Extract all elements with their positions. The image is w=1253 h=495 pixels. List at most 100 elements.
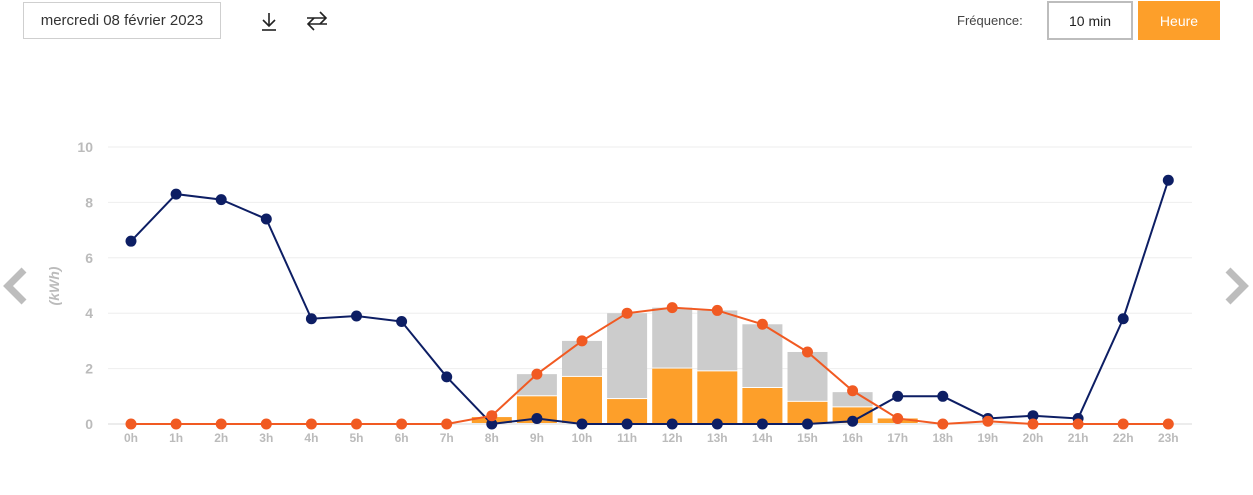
data-point	[260, 418, 272, 430]
data-point	[892, 390, 904, 402]
x-tick-label: 5h	[349, 431, 363, 445]
data-point	[486, 418, 498, 430]
x-tick-label: 2h	[214, 431, 228, 445]
data-point	[531, 368, 543, 380]
data-point	[621, 307, 633, 319]
data-point	[441, 418, 453, 430]
data-point	[215, 194, 227, 206]
data-point	[982, 415, 994, 427]
data-point	[351, 418, 362, 430]
data-point	[802, 418, 813, 430]
x-tick-label: 21h	[1068, 431, 1089, 445]
data-point	[1072, 418, 1084, 430]
x-tick-label: 3h	[259, 431, 273, 445]
bar	[516, 374, 557, 396]
chevron-right-icon	[1225, 267, 1249, 305]
date-picker[interactable]: mercredi 08 février 2023	[23, 2, 221, 39]
x-tick-label: 4h	[304, 431, 318, 445]
bar	[832, 407, 873, 423]
next-day-button[interactable]	[1222, 266, 1252, 306]
bar	[787, 351, 828, 401]
frequency-hour-button[interactable]: Heure	[1138, 1, 1220, 40]
x-tick-label: 16h	[842, 431, 863, 445]
x-tick-label: 14h	[752, 431, 773, 445]
x-tick-label: 1h	[169, 431, 183, 445]
y-tick-label: 8	[85, 194, 93, 210]
compare-arrows-icon[interactable]	[304, 8, 330, 34]
data-point	[937, 390, 949, 402]
data-point	[215, 418, 227, 430]
data-point	[305, 418, 317, 430]
x-tick-label: 23h	[1158, 431, 1179, 445]
data-point	[531, 412, 543, 424]
x-tick-label: 9h	[530, 431, 544, 445]
data-point	[756, 418, 768, 430]
y-tick-label: 4	[85, 305, 93, 321]
data-point	[260, 213, 272, 225]
x-tick-label: 15h	[797, 431, 818, 445]
bar	[832, 392, 873, 407]
frequency-10min-button[interactable]: 10 min	[1047, 1, 1133, 40]
data-point	[1117, 418, 1129, 430]
data-point	[125, 235, 137, 247]
x-tick-label: 7h	[440, 431, 454, 445]
data-point	[756, 318, 768, 330]
y-axis-label: (kWh)	[46, 266, 62, 305]
bar	[562, 340, 602, 376]
data-point	[1117, 313, 1129, 325]
series-line	[130, 179, 1170, 426]
y-tick-label: 6	[85, 250, 93, 266]
data-point	[441, 371, 453, 383]
data-point	[847, 415, 859, 427]
bar	[652, 368, 693, 423]
y-tick-label: 0	[85, 416, 93, 432]
bar	[697, 371, 738, 423]
data-point	[1027, 418, 1039, 430]
x-tick-label: 11h	[617, 431, 637, 445]
data-point	[621, 418, 633, 430]
download-icon[interactable]	[256, 8, 282, 34]
data-point	[170, 188, 182, 200]
data-point	[711, 418, 723, 430]
bar	[652, 307, 693, 368]
y-tick-label: 2	[85, 361, 93, 377]
data-point	[1162, 174, 1174, 186]
data-point	[576, 335, 588, 347]
data-point	[305, 313, 317, 325]
x-tick-label: 6h	[395, 431, 409, 445]
data-point	[711, 304, 723, 316]
x-tick-label: 19h	[978, 431, 999, 445]
bar	[742, 324, 783, 387]
x-tick-label: 13h	[707, 431, 728, 445]
data-point	[170, 418, 182, 430]
data-point	[1027, 410, 1039, 422]
data-point	[666, 302, 678, 314]
x-tick-label: 20h	[1023, 431, 1044, 445]
previous-day-button[interactable]	[0, 266, 30, 306]
data-point	[1162, 418, 1174, 430]
bar	[742, 387, 783, 423]
x-tick-label: 17h	[887, 431, 908, 445]
date-picker-label: mercredi 08 février 2023	[40, 12, 204, 29]
frequency-label: Fréquence:	[957, 13, 1023, 28]
x-tick-label: 8h	[485, 431, 499, 445]
bar	[607, 399, 648, 423]
data-point	[486, 410, 498, 422]
bar	[562, 376, 602, 423]
x-tick-label: 12h	[662, 431, 683, 445]
data-point	[576, 418, 588, 430]
data-point	[666, 418, 678, 430]
data-point	[125, 418, 137, 430]
data-point	[937, 418, 949, 430]
bar	[697, 310, 738, 371]
x-tick-label: 0h	[124, 431, 138, 445]
x-tick-label: 10h	[572, 431, 593, 445]
chevron-left-icon	[3, 267, 27, 305]
x-tick-label: 18h	[932, 431, 953, 445]
data-point	[847, 385, 859, 397]
data-point	[892, 412, 904, 424]
x-tick-label: 22h	[1113, 431, 1134, 445]
data-point	[802, 346, 813, 358]
data-point	[351, 310, 362, 322]
